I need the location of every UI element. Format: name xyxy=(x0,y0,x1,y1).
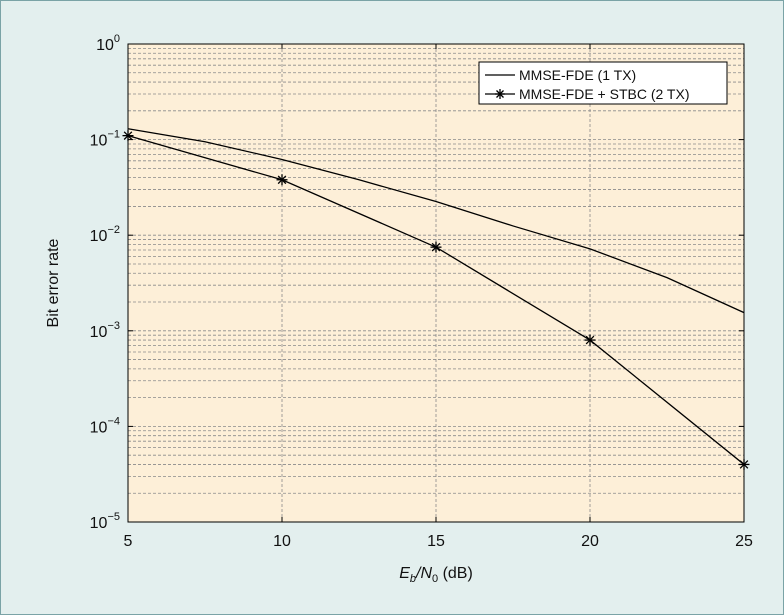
y-tick-label: 10−1 xyxy=(90,129,120,150)
data-point xyxy=(276,174,288,186)
legend: MMSE-FDE (1 TX) MMSE-FDE + STBC (2 TX) xyxy=(478,61,728,105)
x-axis-title-zero: 0 xyxy=(432,573,438,585)
x-tick-label: 25 xyxy=(735,533,753,550)
x-tick-label: 20 xyxy=(581,533,599,550)
x-tick-labels: 5 10 15 20 25 xyxy=(124,44,753,550)
x-axis-title-b: b xyxy=(410,573,416,585)
x-axis-title-e: E xyxy=(399,565,410,582)
y-tick-label: 10−3 xyxy=(90,320,120,341)
series-layer xyxy=(122,128,750,470)
data-point xyxy=(430,241,442,253)
y-axis-title: Bit error rate xyxy=(45,238,62,327)
x-tick-label: 15 xyxy=(427,533,445,550)
data-point xyxy=(495,89,505,99)
x-tick-label: 10 xyxy=(273,533,291,550)
y-tick-labels: 100 10−1 10−2 10−3 10−4 10−5 xyxy=(90,33,744,532)
x-axis-title-unit: (dB) xyxy=(438,565,473,582)
legend-label: MMSE-FDE + STBC (2 TX) xyxy=(519,86,689,102)
y-tick-label: 10−5 xyxy=(90,511,120,532)
x-tick-label: 5 xyxy=(124,533,133,550)
plot-area xyxy=(128,44,744,522)
x-axis-title: Eb/N0 (dB) xyxy=(399,565,473,585)
legend-label: MMSE-FDE (1 TX) xyxy=(519,67,636,83)
series-line-1 xyxy=(127,128,745,314)
data-point xyxy=(584,334,596,346)
y-tick-label: 100 xyxy=(96,33,120,54)
x-axis-title-n: /N xyxy=(415,565,432,582)
y-tick-label: 10−2 xyxy=(90,224,120,245)
legend-box xyxy=(478,61,728,105)
y-tick-label: 10−4 xyxy=(90,415,120,436)
grid xyxy=(128,44,744,522)
